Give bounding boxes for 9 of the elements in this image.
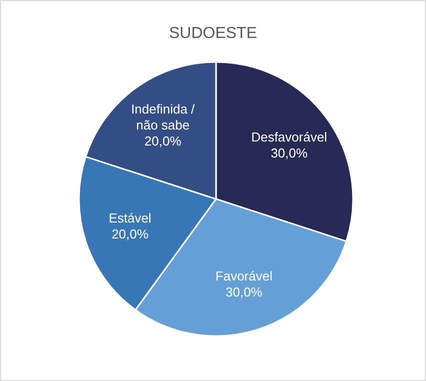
slice-label: Favorável (215, 268, 273, 284)
data-label: 20,0% (144, 133, 182, 148)
slice-label: Estável (108, 210, 152, 226)
slice-label: Desfavorável (251, 129, 328, 144)
slice-label: Indefinida / não sabe (131, 101, 196, 132)
data-label: 20,0% (112, 226, 149, 242)
chart-title: SUDOESTE (168, 25, 258, 42)
data-label: 30,0% (270, 145, 308, 160)
data-label: 30,0% (226, 284, 263, 300)
